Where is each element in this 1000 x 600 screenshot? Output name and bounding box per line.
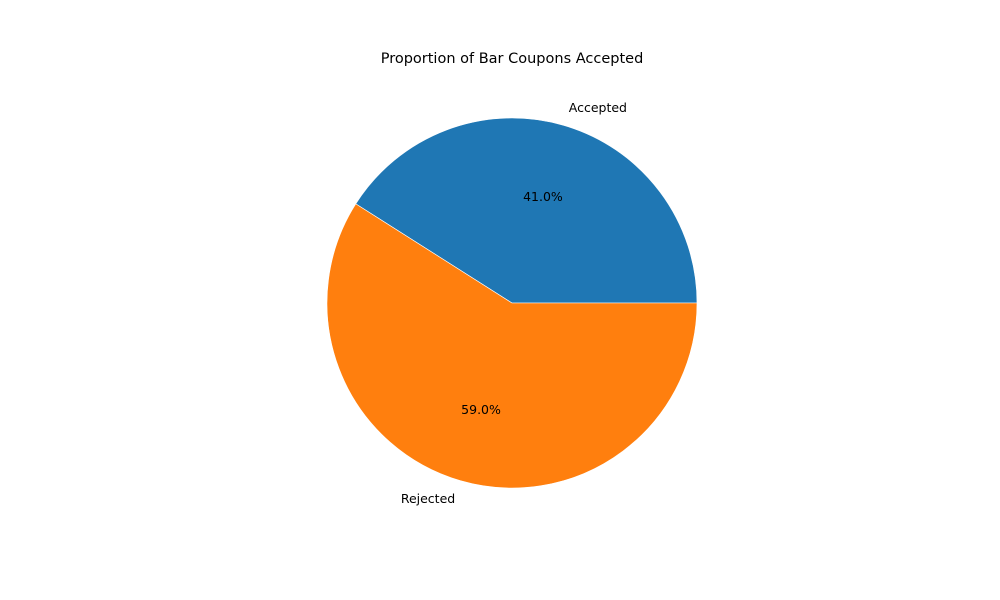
slice-label-accepted: Accepted xyxy=(569,100,627,115)
pie-labels: Accepted 41.0% Rejected 59.0% xyxy=(401,100,627,506)
slice-label-rejected: Rejected xyxy=(401,491,455,506)
pie-slice-rejected xyxy=(326,203,698,489)
chart-title: Proportion of Bar Coupons Accepted xyxy=(381,51,644,67)
slice-percent-rejected: 59.0% xyxy=(461,402,501,417)
pie-slice-accepted xyxy=(355,117,698,304)
slice-percent-accepted: 41.0% xyxy=(523,189,563,204)
pie-slices xyxy=(326,117,698,489)
